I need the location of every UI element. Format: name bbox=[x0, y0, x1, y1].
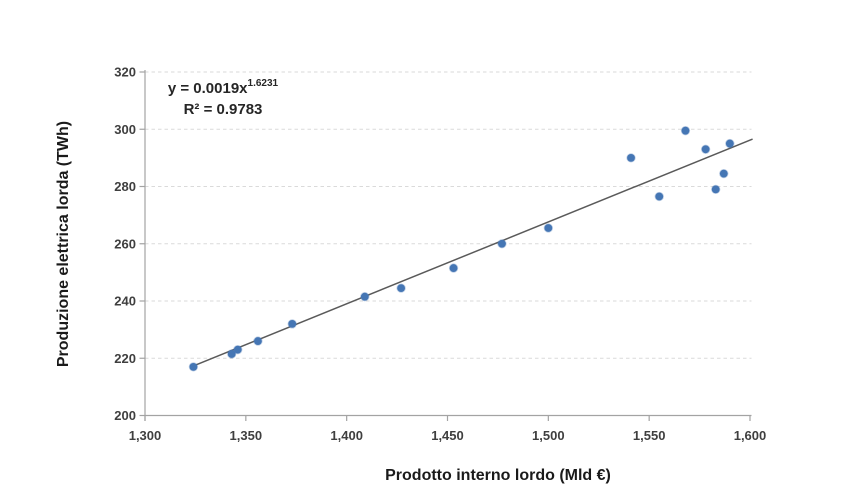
data-point bbox=[711, 184, 721, 195]
data-point bbox=[497, 239, 507, 249]
data-point bbox=[654, 191, 664, 202]
equation-line: y = 0.0019x1.6231 bbox=[155, 74, 291, 99]
x-tick-label: 1,350 bbox=[230, 428, 263, 443]
x-axis-title: Prodotto interno lordo (Mld €) bbox=[385, 467, 611, 484]
trendline-equation: y = 0.0019x1.6231 R² = 0.9783 bbox=[155, 74, 291, 120]
data-point bbox=[188, 362, 199, 372]
data-point bbox=[360, 292, 370, 302]
y-axis-title: Produzione elettrica lorda (TWh) bbox=[55, 120, 72, 368]
y-tick-label: 300 bbox=[114, 122, 136, 137]
data-point bbox=[227, 349, 237, 359]
data-point bbox=[396, 283, 406, 293]
data-point bbox=[233, 345, 243, 355]
y-tick-label: 320 bbox=[114, 65, 136, 80]
x-tick-label: 1,300 bbox=[129, 428, 162, 443]
equation-base: y = 0.0019x bbox=[167, 80, 248, 97]
data-point bbox=[725, 138, 735, 149]
data-point bbox=[700, 144, 711, 154]
trend-line bbox=[192, 138, 753, 367]
equation-exponent: 1.6231 bbox=[247, 78, 279, 89]
r-squared-line: R² = 0.9783 bbox=[183, 101, 263, 118]
y-tick-label: 200 bbox=[114, 408, 136, 423]
x-tick-label: 1,600 bbox=[734, 428, 767, 443]
x-tick-label: 1,450 bbox=[431, 428, 464, 443]
data-point bbox=[719, 168, 729, 179]
data-point bbox=[287, 319, 297, 329]
x-tick-label: 1,500 bbox=[532, 428, 565, 443]
x-tick-label: 1,550 bbox=[633, 428, 666, 443]
y-tick-label: 280 bbox=[114, 179, 136, 194]
data-point bbox=[543, 223, 553, 233]
data-point bbox=[253, 336, 263, 346]
data-point bbox=[680, 126, 691, 136]
data-point bbox=[626, 153, 636, 163]
y-tick-label: 220 bbox=[114, 351, 136, 366]
data-point bbox=[448, 263, 459, 273]
x-tick-label: 1,400 bbox=[330, 428, 363, 443]
y-tick-label: 260 bbox=[114, 236, 136, 251]
y-tick-label: 240 bbox=[114, 294, 136, 309]
